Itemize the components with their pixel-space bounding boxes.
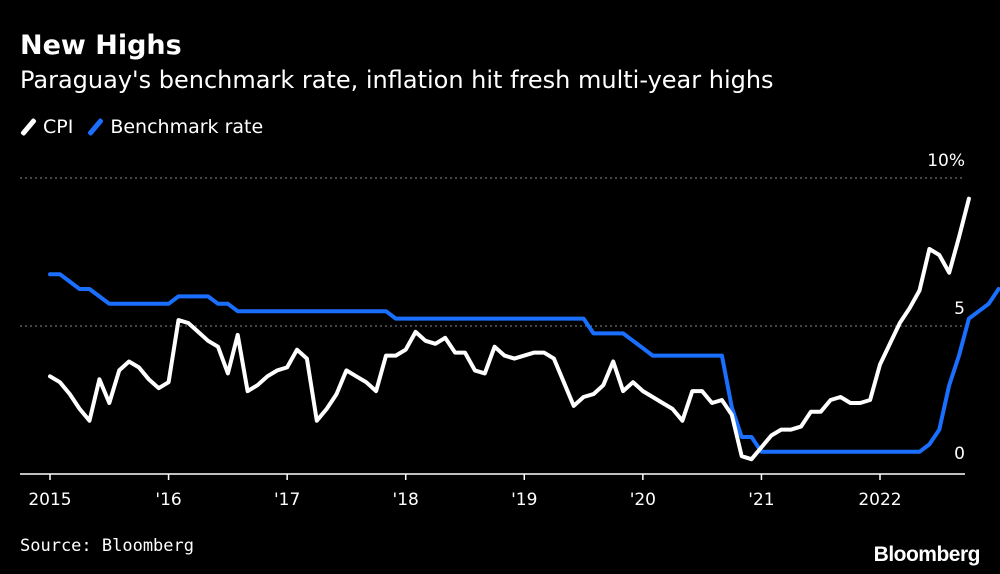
x-tick-label: '16 bbox=[155, 490, 181, 510]
bloomberg-logo: Bloomberg bbox=[873, 543, 981, 566]
grid-layer: 0 5 10% bbox=[20, 151, 965, 464]
x-tick-label: '19 bbox=[511, 490, 537, 510]
legend-label-cpi: CPI bbox=[43, 116, 74, 138]
series-line-cpi bbox=[48, 196, 971, 462]
series-line-benchmark-rate bbox=[48, 272, 1000, 454]
x-tick-label: '20 bbox=[630, 490, 656, 510]
chart-title: New Highs bbox=[20, 30, 182, 61]
x-axis: 2015 '16 '17 '18 '19 '20 '21 2022 bbox=[20, 473, 965, 510]
y-tick-label: 10% bbox=[927, 151, 965, 171]
legend-item-cpi: CPI bbox=[20, 116, 73, 138]
chart-legend: CPI Benchmark rate bbox=[20, 116, 277, 138]
legend-item-rate: Benchmark rate bbox=[87, 116, 263, 138]
x-tick-label: '17 bbox=[274, 490, 300, 510]
x-tick-label: '21 bbox=[748, 490, 774, 510]
y-tick-label: 0 bbox=[954, 444, 965, 464]
y-tick-label: 5 bbox=[954, 299, 965, 319]
x-tick-label: 2015 bbox=[28, 490, 71, 510]
chart-subtitle: Paraguay's benchmark rate, inflation hit… bbox=[20, 66, 774, 94]
legend-label-rate: Benchmark rate bbox=[110, 116, 264, 138]
series-layer bbox=[48, 196, 1000, 462]
x-tick-label: 2022 bbox=[858, 490, 901, 510]
source-note: Source: Bloomberg bbox=[20, 536, 194, 556]
x-tick-label: '18 bbox=[393, 490, 419, 510]
